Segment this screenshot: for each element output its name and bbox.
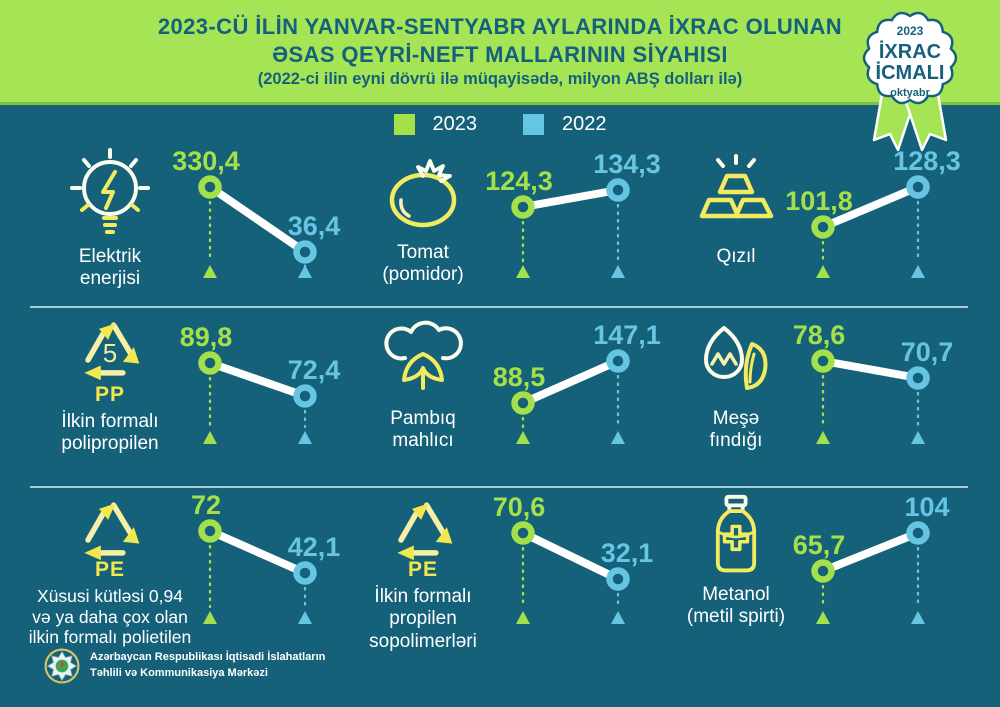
legend-swatch-2022 bbox=[523, 114, 544, 135]
item-label: İlkin formalı polipropilen bbox=[61, 411, 159, 455]
item-label: Meşə fındığı bbox=[709, 408, 763, 452]
tomato-icon bbox=[389, 159, 457, 228]
legend-label-2023: 2023 bbox=[432, 113, 478, 135]
badge-seal bbox=[862, 11, 958, 105]
footer-org-name: Azərbaycan Respublikası İqtisadi İslahat… bbox=[90, 651, 326, 679]
legend: 2023 2022 bbox=[0, 113, 1000, 136]
value-2023: 72 bbox=[191, 490, 221, 520]
medicine-bottle-icon bbox=[715, 494, 757, 573]
legend-swatch-2023 bbox=[393, 114, 415, 135]
legend-item-2022: 2022 bbox=[523, 113, 607, 136]
item-polietilen: PE Xüsusi kütləsi 0,94 və ya daha çox ol… bbox=[29, 486, 343, 656]
badge-year: 2023 bbox=[897, 24, 924, 38]
value-2022: 36,4 bbox=[288, 211, 341, 241]
page-title-line2: ƏSAS QEYRİ-NEFT MALLARININ SİYAHISI bbox=[272, 41, 728, 67]
item-pambiq: Pambıq mahlıcı 88,5 147,1 bbox=[343, 306, 661, 486]
recycle-code-pe: PE bbox=[94, 558, 125, 581]
item-icon-block: Pambıq mahlıcı bbox=[343, 312, 503, 453]
value-2022: 42,1 bbox=[288, 532, 341, 562]
item-polipropilen: 5 PP İlkin formalı polipropilen 89,8 72,4 bbox=[30, 306, 343, 486]
page-subtitle: (2022-ci ilin eyni dövrü ilə müqayisədə,… bbox=[257, 70, 743, 88]
value-2022: 147,1 bbox=[593, 320, 661, 350]
recycle-pp-icon bbox=[84, 322, 140, 381]
value-2022: 70,7 bbox=[901, 337, 954, 367]
item-icon-block: Tomat (pomidor) bbox=[343, 146, 503, 287]
footer: Azərbaycan Respublikası İqtisadi İslahat… bbox=[44, 648, 325, 684]
item-propilen-sopolimerleri: PE İlkin formalı propilen sopolimerləri … bbox=[343, 486, 656, 656]
legend-label-2022: 2022 bbox=[562, 113, 607, 135]
item-icon-block: 5 PP İlkin formalı polipropilen bbox=[30, 312, 190, 456]
item-icon-block: Metanol (metil spirti) bbox=[656, 492, 816, 629]
item-mese-findigi: Meşə fındığı 78,6 70,7 bbox=[656, 306, 970, 486]
legend-item-2023: 2023 bbox=[393, 113, 478, 136]
state-emblem-icon bbox=[44, 648, 80, 684]
value-2022: 134,3 bbox=[593, 149, 661, 179]
item-label: Elektrik enerjisi bbox=[78, 246, 142, 290]
item-icon-block: Qızıl bbox=[656, 146, 816, 268]
item-icon-block: PE Xüsusi kütləsi 0,94 və ya daha çox ol… bbox=[29, 492, 191, 648]
issue-badge: 2023 İXRAC İCMALI oktyabr bbox=[862, 11, 958, 152]
item-label: Tomat (pomidor) bbox=[382, 242, 464, 286]
item-tomat: Tomat (pomidor) 124,3 134,3 bbox=[343, 140, 660, 306]
item-metanol: Metanol (metil spirti) 65,7 104 bbox=[656, 486, 970, 656]
lightbulb-icon bbox=[70, 148, 150, 234]
recycle-pe-icon bbox=[397, 502, 453, 561]
item-icon-block: PE İlkin formalı propilen sopolimerləri bbox=[343, 492, 503, 653]
item-icon-block: Elektrik enerjisi bbox=[30, 146, 190, 291]
badge-month: oktyabr bbox=[890, 87, 930, 99]
item-elektrik-enerjisi: Elektrik enerjisi 330,4 36,4 bbox=[30, 140, 343, 306]
hazelnut-icon bbox=[704, 326, 768, 390]
recycle-code-pe: PE bbox=[407, 558, 438, 581]
item-icon-block: Meşə fındığı bbox=[656, 312, 816, 453]
gold-bars-icon bbox=[699, 154, 774, 219]
recycle-pe-icon bbox=[84, 502, 140, 561]
recycle-code-pp: PP bbox=[94, 383, 125, 406]
row-separator-2 bbox=[30, 486, 968, 488]
item-label: Qızıl bbox=[716, 246, 756, 267]
header: 2023-CÜ İLİN YANVAR-SENTYABR AYLARINDA İ… bbox=[0, 0, 1000, 105]
item-label: Metanol (metil spirti) bbox=[686, 584, 786, 628]
value-2022: 32,1 bbox=[601, 538, 654, 568]
badge-title-line1: İXRAC bbox=[879, 40, 941, 63]
page-title-line1: 2023-CÜ İLİN YANVAR-SENTYABR AYLARINDA İ… bbox=[157, 14, 843, 39]
items-grid: Elektrik enerjisi 330,4 36,4 Tomat (pomid… bbox=[29, 140, 970, 656]
recycle-number: 5 bbox=[102, 338, 118, 368]
item-label: Pambıq mahlıcı bbox=[390, 408, 456, 452]
item-label: İlkin formalı propilen sopolimerləri bbox=[369, 586, 477, 652]
item-label: Xüsusi kütləsi 0,94 və ya daha çox olan … bbox=[28, 586, 192, 648]
value-2022: 104 bbox=[904, 492, 949, 522]
item-qizil: Qızıl 101,8 128,3 bbox=[656, 140, 970, 306]
badge-title-line2: İCMALI bbox=[876, 61, 945, 84]
cotton-icon bbox=[384, 320, 463, 390]
row-separator-1 bbox=[30, 306, 968, 308]
value-2022: 72,4 bbox=[288, 355, 341, 385]
